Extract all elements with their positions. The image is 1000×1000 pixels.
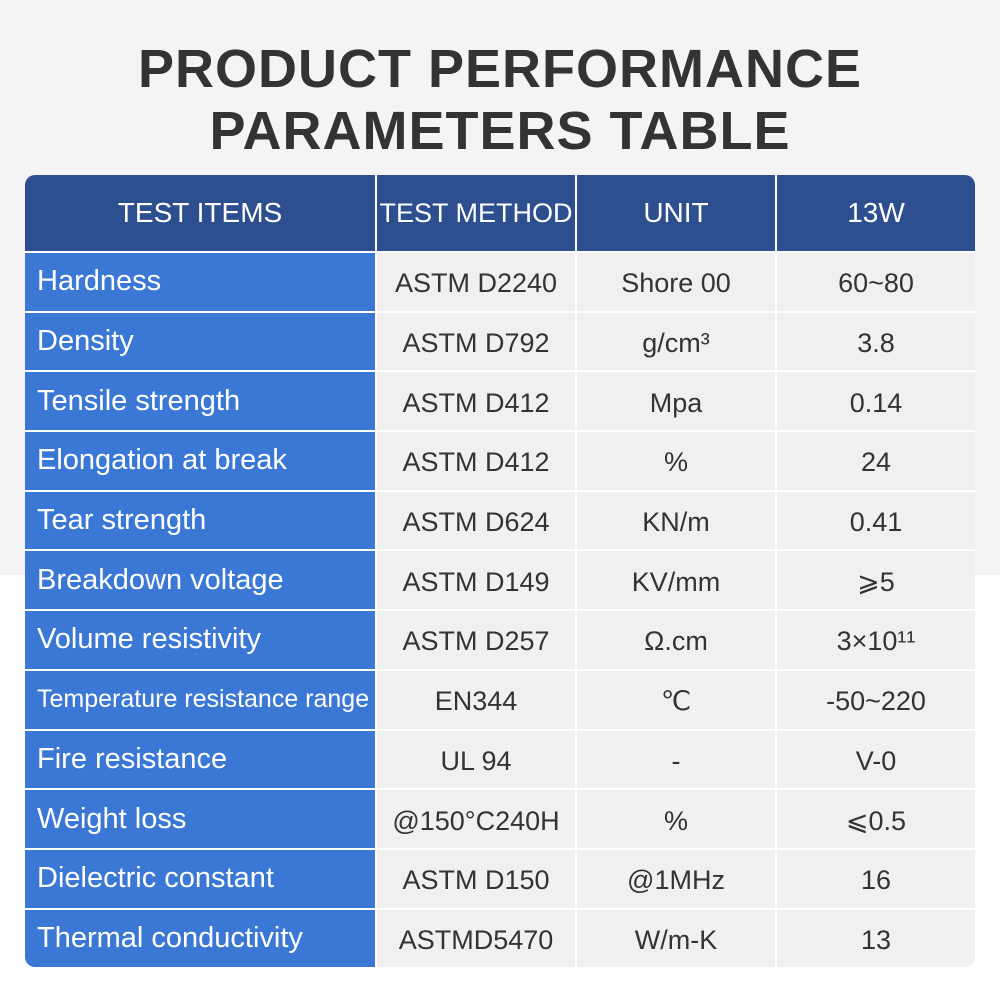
row-label: Hardness [25,253,375,311]
cell: UL 94 [377,730,575,789]
row-label: Temperature resistance range [25,670,375,729]
cell: ASTM D624 [377,491,575,550]
row-label: Density [25,312,375,371]
row-label: Tear strength [25,491,375,550]
cell: V-0 [777,730,975,789]
cell: % [577,432,775,490]
title-line: PRODUCT PERFORMANCE [137,39,862,99]
column-header: 13W [777,175,975,251]
cell: -50~220 [777,670,975,729]
row-label: Dielectric constant [25,849,375,908]
cell: Shore 00 [577,253,775,311]
cell: ASTM D2240 [377,253,575,311]
cell: ASTM D150 [377,849,575,908]
row-label: Weight loss [25,790,375,848]
cell: 0.14 [777,372,975,431]
row-label: Breakdown voltage [25,551,375,610]
cell: 60~80 [777,253,975,311]
cell: W/m-K [577,909,775,968]
cell: KV/mm [577,551,775,610]
column-header: TEST ITEMS [25,175,375,251]
column-header: TEST METHOD [377,175,575,251]
cell: ASTM D149 [377,551,575,610]
cell: ASTM D412 [377,372,575,431]
cell: 3.8 [777,312,975,371]
cell: ℃ [577,670,775,729]
cell: EN344 [377,670,575,729]
cell: Ω.cm [577,611,775,669]
cell: @1MHz [577,849,775,908]
cell: % [577,790,775,848]
cell: 0.41 [777,491,975,550]
cell: ⩽0.5 [777,790,975,848]
row-label: Thermal conductivity [25,909,375,968]
cell: 3×10¹¹ [777,611,975,669]
cell: g/cm³ [577,312,775,371]
cell: ⩾5 [777,551,975,610]
cell: - [577,730,775,789]
cell: 16 [777,849,975,908]
cell: ASTMD5470 [377,909,575,968]
cell: ASTM D792 [377,312,575,371]
row-label: Fire resistance [25,730,375,789]
row-label: Volume resistivity [25,611,375,669]
cell: ASTM D257 [377,611,575,669]
cell: Mpa [577,372,775,431]
cell: ASTM D412 [377,432,575,490]
cell: 13 [777,909,975,968]
cell: 24 [777,432,975,490]
row-label: Tensile strength [25,372,375,431]
column-header: UNIT [577,175,775,251]
title: PRODUCT PERFORMANCE PARAMETERS TABLE [0,38,1000,162]
table: TEST ITEMS TEST METHOD UNIT 13W Hardness ASTM… [25,175,975,968]
cell: @150°C240H [377,790,575,848]
row-label: Elongation at break [25,432,375,490]
title-line: PARAMETERS TABLE [209,101,791,161]
cell: KN/m [577,491,775,550]
